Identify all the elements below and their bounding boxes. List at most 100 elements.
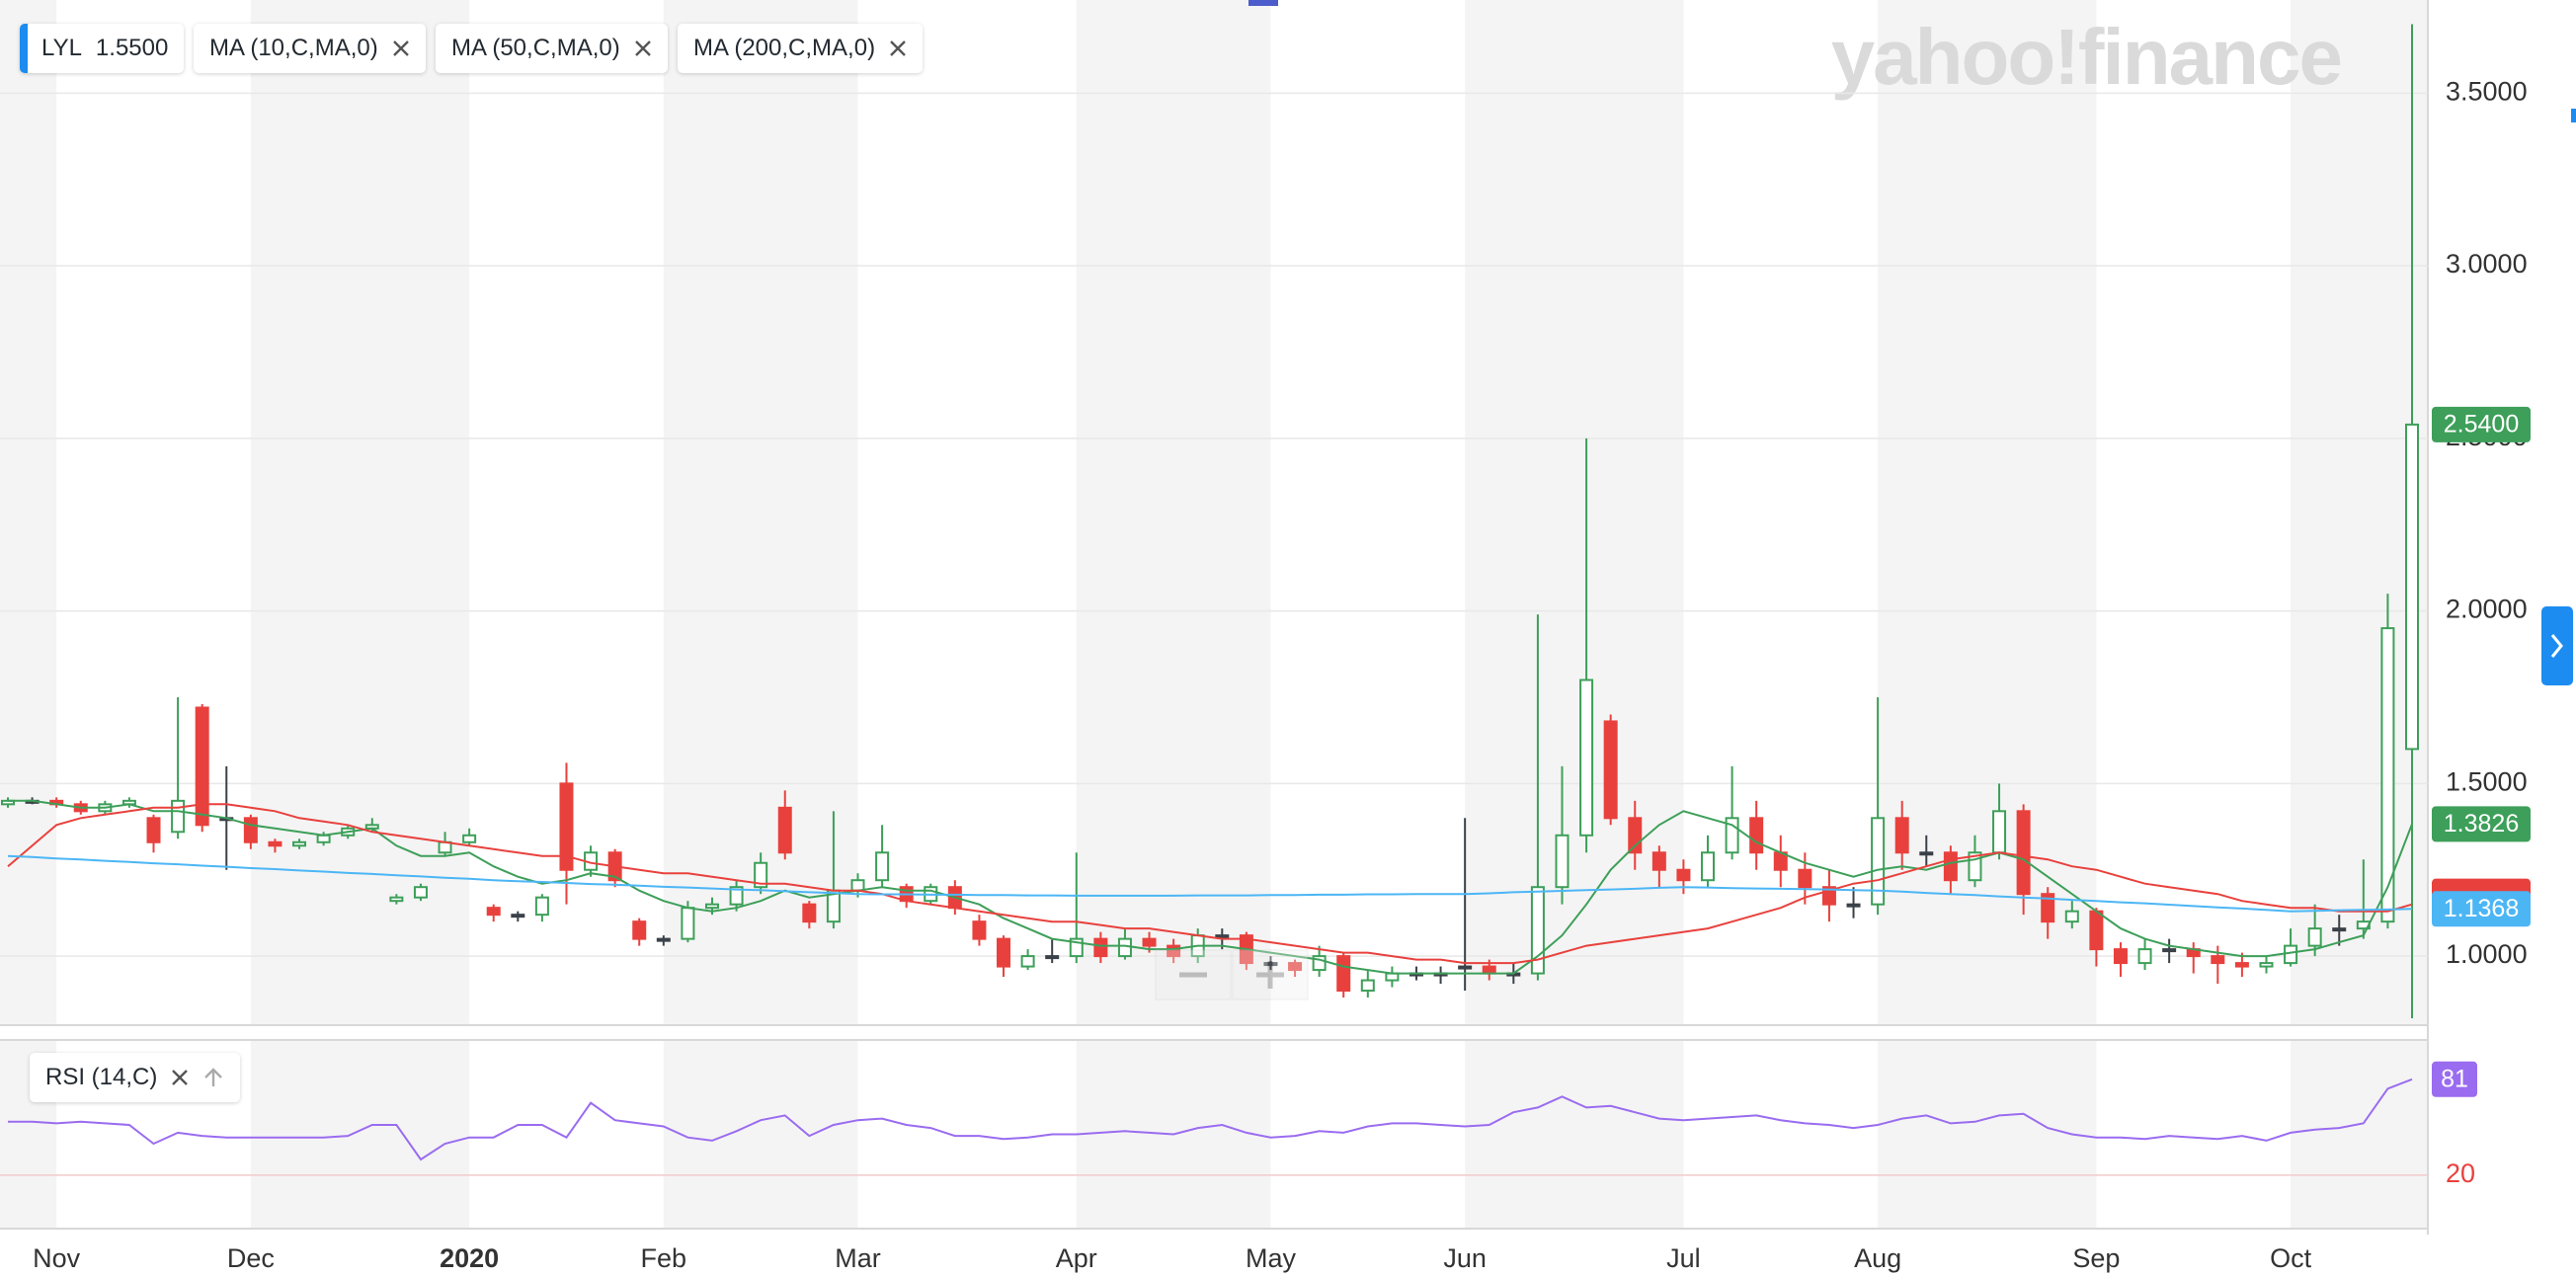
legend-label: MA (10,C,MA,0) bbox=[209, 35, 378, 61]
x-tick-label: Nov bbox=[33, 1243, 81, 1273]
labels: Nov Dec 2020 Feb Mar Apr May Jun Jul Aug Sep Oct 1.0… bbox=[33, 0, 2576, 1273]
candle-body bbox=[1117, 937, 1132, 958]
move-up-button[interactable] bbox=[202, 1067, 224, 1088]
x-tick-label: May bbox=[1246, 1243, 1297, 1273]
legend-label: RSI (14,C) bbox=[45, 1064, 158, 1090]
candle-body bbox=[2211, 955, 2225, 965]
close-icon bbox=[890, 40, 906, 56]
candle-body bbox=[1215, 934, 1230, 939]
candle-body bbox=[656, 937, 671, 942]
remove-button[interactable] bbox=[634, 40, 652, 57]
candle-body bbox=[972, 920, 987, 940]
side-panel-toggle[interactable] bbox=[2541, 606, 2573, 685]
price-badge: 1.3826 bbox=[2432, 806, 2531, 842]
candle-body bbox=[2137, 948, 2152, 965]
zoom-in-button[interactable] bbox=[1232, 949, 1309, 1000]
remove-button[interactable] bbox=[171, 1069, 189, 1086]
x-tick-label: Apr bbox=[1056, 1243, 1097, 1273]
badge-box bbox=[2432, 406, 2531, 442]
badge-box bbox=[2432, 1061, 2477, 1097]
edge-marker bbox=[2571, 109, 2576, 122]
candle-body bbox=[1749, 817, 1764, 854]
candle-body bbox=[146, 817, 161, 843]
candle-body bbox=[486, 907, 501, 917]
badge-label: 1.1368 bbox=[2444, 895, 2519, 922]
candle-body bbox=[559, 782, 574, 871]
close-icon bbox=[634, 40, 651, 56]
candle-body bbox=[875, 851, 890, 882]
month-band bbox=[1878, 1040, 2097, 1229]
candle-body bbox=[534, 896, 549, 917]
chevron bbox=[2550, 634, 2563, 658]
candle-body bbox=[1651, 851, 1666, 871]
candle-body bbox=[1458, 965, 1473, 970]
x-tick-label: Feb bbox=[641, 1243, 687, 1273]
ma-line bbox=[8, 799, 2413, 975]
month-band bbox=[1465, 1040, 1684, 1229]
price-badge: 2.5400 bbox=[2432, 406, 2531, 442]
month-band bbox=[250, 1040, 470, 1229]
legend-label: MA (200,C,MA,0) bbox=[693, 35, 876, 61]
candle-body bbox=[2041, 893, 2055, 923]
candle-body bbox=[1676, 868, 1691, 882]
remove-button[interactable] bbox=[392, 40, 410, 57]
candle-body bbox=[195, 706, 209, 827]
candle-body bbox=[413, 886, 428, 899]
candle-body bbox=[1020, 955, 1035, 968]
x-tick-label: Jul bbox=[1666, 1243, 1701, 1273]
candle-body bbox=[704, 903, 719, 910]
candle-body bbox=[1093, 937, 1108, 958]
candle-body bbox=[1603, 720, 1618, 820]
legend-chip: RSI (14,C) bbox=[30, 1053, 241, 1102]
candle-body bbox=[1045, 955, 1060, 960]
x-tick-label: Mar bbox=[835, 1243, 881, 1273]
grid bbox=[0, 0, 2429, 1235]
badge-label: 2.5400 bbox=[2444, 410, 2519, 438]
x-tick-label: Aug bbox=[1854, 1243, 1901, 1273]
candle-body bbox=[2405, 423, 2419, 751]
y-tick-label: 3.5000 bbox=[2446, 76, 2528, 106]
candle-body bbox=[1579, 679, 1594, 837]
ma-line bbox=[7, 854, 2413, 913]
candle-body bbox=[1628, 817, 1643, 854]
price-badge: 1.1368 bbox=[2432, 891, 2531, 927]
candle-body bbox=[681, 907, 695, 940]
month-band bbox=[1076, 0, 1271, 1025]
candle-body bbox=[997, 937, 1011, 968]
candle-body bbox=[1360, 979, 1375, 993]
background-bands: yahoo!finance bbox=[0, 0, 2428, 1229]
x-tick-label: Jun bbox=[1443, 1243, 1487, 1273]
remove-button[interactable] bbox=[889, 40, 907, 57]
zoom-out-button[interactable] bbox=[1155, 949, 1232, 1000]
x-tick-label: 2020 bbox=[440, 1243, 499, 1273]
candle-body bbox=[2162, 948, 2177, 953]
badge-label: 1.3826 bbox=[2444, 810, 2519, 838]
range-marker bbox=[1248, 0, 1278, 6]
legend-chip: MA (200,C,MA,0) bbox=[678, 24, 924, 73]
month-band bbox=[250, 0, 470, 1025]
watermark: yahoo!finance bbox=[1831, 13, 2341, 101]
button-box bbox=[1155, 949, 1232, 1000]
candle-body bbox=[292, 840, 307, 847]
candle-body bbox=[2380, 627, 2395, 923]
rsi-line bbox=[8, 1078, 2413, 1161]
close-icon bbox=[172, 1070, 189, 1085]
candle-body bbox=[1871, 817, 1886, 906]
month-band bbox=[2291, 1040, 2428, 1229]
candle-body bbox=[1919, 851, 1934, 856]
y-tick-label: 20 bbox=[2446, 1158, 2475, 1188]
candle-body bbox=[1701, 851, 1716, 882]
candle-body bbox=[511, 914, 525, 919]
close-icon bbox=[392, 40, 409, 56]
y-tick-label: 1.5000 bbox=[2446, 766, 2528, 796]
candle-body bbox=[1555, 834, 1570, 889]
badge-label: 81 bbox=[2441, 1065, 2468, 1092]
badge-box bbox=[2432, 891, 2531, 927]
candle-body bbox=[2089, 910, 2104, 951]
candle-body bbox=[777, 806, 792, 854]
candle-body bbox=[1482, 965, 1496, 975]
month-band bbox=[663, 1040, 858, 1229]
candle-body bbox=[1530, 886, 1545, 975]
candle-body bbox=[1992, 810, 2007, 854]
